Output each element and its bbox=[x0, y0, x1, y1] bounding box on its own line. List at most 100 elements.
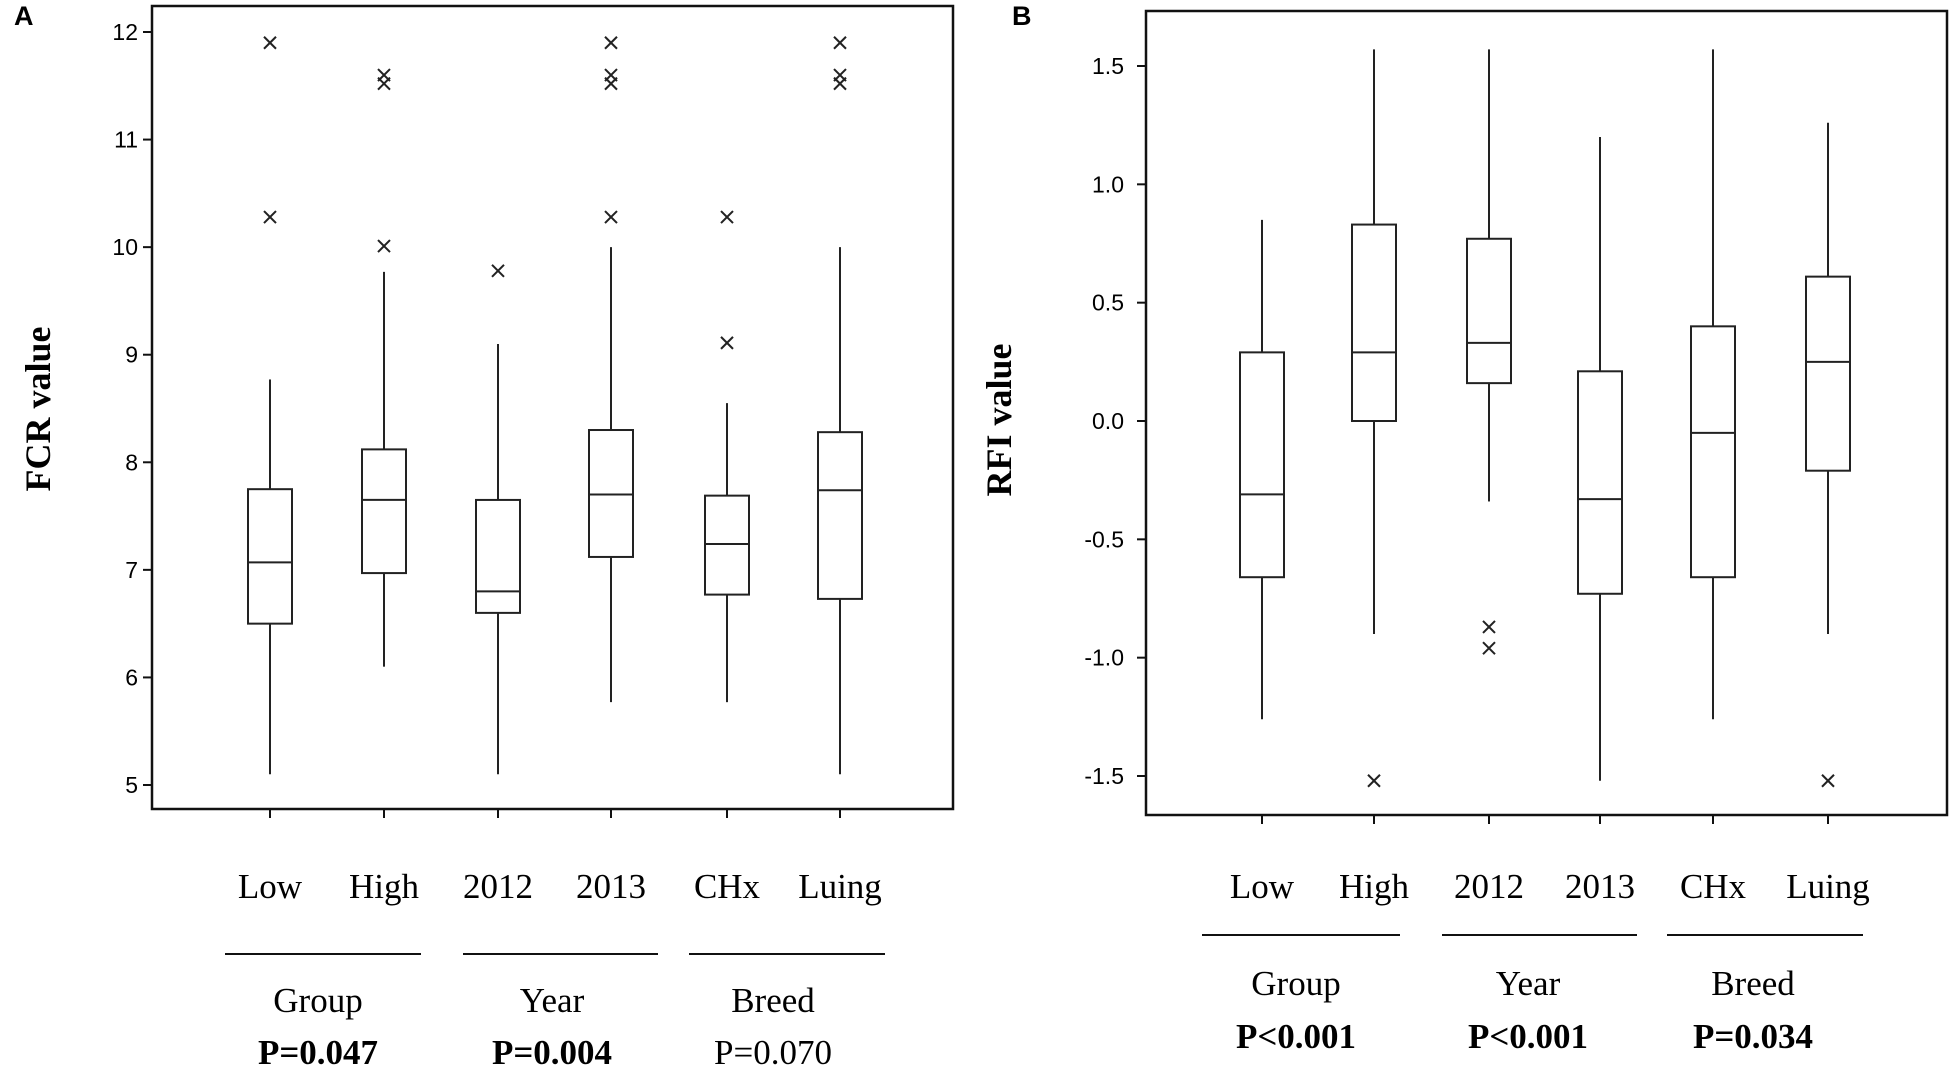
outlier-stroke bbox=[833, 68, 847, 82]
group-name: Year bbox=[520, 981, 585, 1020]
category-label: CHx bbox=[1680, 867, 1747, 906]
box-high bbox=[361, 68, 407, 818]
box-luing bbox=[1805, 122, 1851, 824]
y-axis-title: FCR value bbox=[18, 326, 58, 491]
y-tick-label: 0.5 bbox=[1092, 290, 1124, 316]
box-2012 bbox=[1466, 49, 1512, 824]
outlier-marker bbox=[1482, 620, 1496, 634]
y-axis-title: RFI value bbox=[979, 343, 1019, 496]
group-name: Breed bbox=[731, 981, 815, 1020]
iqr-box bbox=[1466, 237, 1512, 385]
iqr-box bbox=[475, 498, 521, 614]
outlier-stroke bbox=[263, 36, 277, 50]
outlier-stroke bbox=[377, 239, 391, 253]
category-label: High bbox=[1339, 867, 1410, 906]
outlier-marker bbox=[1821, 774, 1835, 788]
outlier-stroke bbox=[720, 210, 734, 224]
y-tick-label: 1.0 bbox=[1092, 171, 1124, 197]
category-label: 2013 bbox=[576, 867, 646, 906]
category-label: High bbox=[349, 867, 420, 906]
p-value: P<0.001 bbox=[1236, 1017, 1356, 1056]
outlier-stroke bbox=[1482, 620, 1496, 634]
outlier-marker bbox=[720, 336, 734, 350]
panel-label: B bbox=[1012, 1, 1032, 31]
p-value: P=0.034 bbox=[1693, 1017, 1813, 1056]
panel-a: A 5 6 7 8 9 10 11 12 FCR value Low High 2012 2013 CHx L… bbox=[14, 1, 955, 1072]
category-label: Low bbox=[1230, 867, 1295, 906]
iqr-box bbox=[1805, 275, 1851, 472]
category-label: 2012 bbox=[1454, 867, 1524, 906]
group-name: Breed bbox=[1711, 964, 1795, 1003]
box-2013 bbox=[1577, 137, 1623, 824]
outlier-marker bbox=[720, 210, 734, 224]
iqr-box bbox=[588, 429, 634, 558]
category-label: CHx bbox=[694, 867, 761, 906]
box-high bbox=[1351, 49, 1397, 824]
p-value: P=0.004 bbox=[492, 1033, 612, 1072]
outlier-stroke bbox=[604, 68, 618, 82]
panel-b: B 1.5 1.0 0.5 0.0 -0.5 -1.0 -1.5 RFI value Low Hig… bbox=[979, 1, 1949, 1056]
outlier-stroke bbox=[720, 336, 734, 350]
y-tick-label: -1.0 bbox=[1084, 645, 1124, 671]
y-tick-label: -1.5 bbox=[1084, 763, 1124, 789]
outlier-marker bbox=[377, 239, 391, 253]
p-value: P=0.070 bbox=[714, 1033, 832, 1072]
plot-frame bbox=[1144, 9, 1949, 817]
outlier-stroke bbox=[604, 36, 618, 50]
iqr-box bbox=[1690, 325, 1736, 579]
outlier-marker bbox=[263, 36, 277, 50]
category-label: Luing bbox=[798, 867, 882, 906]
y-tick-label: 10 bbox=[112, 234, 138, 260]
category-label: 2013 bbox=[1565, 867, 1635, 906]
box-luing bbox=[817, 36, 863, 818]
outlier-marker bbox=[833, 36, 847, 50]
category-label: Luing bbox=[1786, 867, 1870, 906]
y-tick-label: 1.5 bbox=[1092, 53, 1124, 79]
outlier-stroke bbox=[1367, 774, 1381, 788]
y-tick-label: 12 bbox=[112, 19, 138, 45]
outlier-stroke bbox=[604, 210, 618, 224]
outlier-stroke bbox=[377, 68, 391, 82]
iqr-box bbox=[1239, 351, 1285, 579]
y-tick-label: 7 bbox=[125, 557, 138, 583]
y-tick-label: 6 bbox=[125, 664, 138, 690]
iqr-box bbox=[1577, 370, 1623, 595]
plot-frame bbox=[150, 4, 955, 811]
box-chx bbox=[704, 210, 750, 818]
group-name: Group bbox=[273, 981, 362, 1020]
outlier-marker bbox=[833, 68, 847, 82]
p-value: P=0.047 bbox=[258, 1033, 378, 1072]
iqr-box bbox=[247, 488, 293, 625]
y-tick-label: 8 bbox=[125, 449, 138, 475]
iqr-box bbox=[1351, 223, 1397, 422]
outlier-marker bbox=[491, 264, 505, 278]
box-chx bbox=[1690, 49, 1736, 824]
y-tick-label: 0.0 bbox=[1092, 408, 1124, 434]
iqr-box bbox=[704, 494, 750, 596]
outlier-stroke bbox=[833, 36, 847, 50]
box-2013 bbox=[588, 36, 634, 818]
outlier-marker bbox=[263, 210, 277, 224]
outlier-stroke bbox=[263, 210, 277, 224]
outlier-stroke bbox=[491, 264, 505, 278]
outlier-marker bbox=[1482, 641, 1496, 655]
group-name: Year bbox=[1496, 964, 1561, 1003]
box-low bbox=[247, 36, 293, 818]
outlier-marker bbox=[1367, 774, 1381, 788]
group-name: Group bbox=[1251, 964, 1340, 1003]
y-tick-label: 5 bbox=[125, 772, 138, 798]
outlier-stroke bbox=[1482, 641, 1496, 655]
category-label: Low bbox=[238, 867, 303, 906]
outlier-marker bbox=[604, 210, 618, 224]
box-low bbox=[1239, 219, 1285, 824]
y-tick-label: 11 bbox=[114, 127, 138, 153]
iqr-box bbox=[361, 448, 407, 575]
category-label: 2012 bbox=[463, 867, 533, 906]
y-tick-label: -0.5 bbox=[1084, 526, 1124, 552]
iqr-box bbox=[817, 431, 863, 600]
p-value: P<0.001 bbox=[1468, 1017, 1588, 1056]
outlier-marker bbox=[377, 68, 391, 82]
outlier-marker bbox=[604, 68, 618, 82]
panel-label: A bbox=[14, 1, 34, 31]
